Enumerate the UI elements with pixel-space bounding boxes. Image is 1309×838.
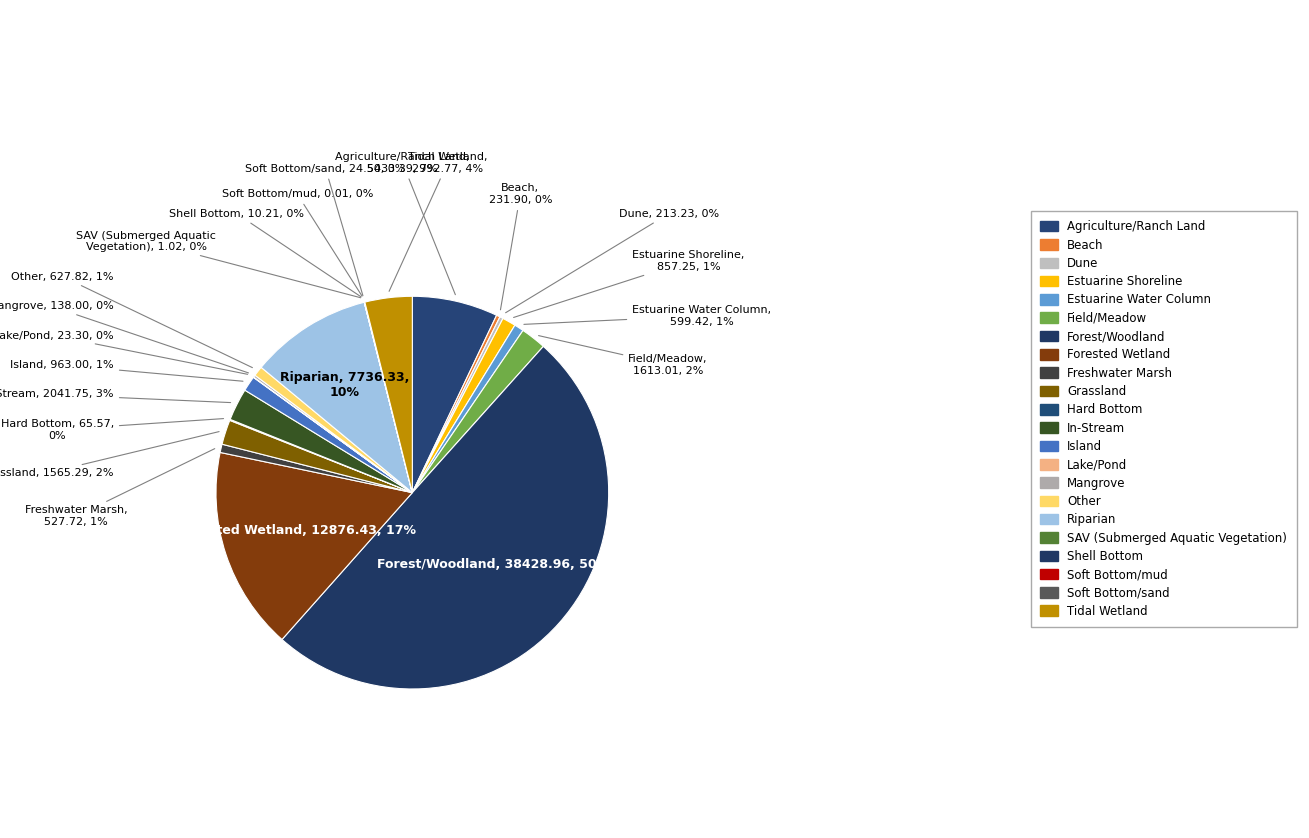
Text: Field/Meadow,
1613.01, 2%: Field/Meadow, 1613.01, 2%: [538, 335, 708, 375]
Text: Mangrove, 138.00, 0%: Mangrove, 138.00, 0%: [0, 301, 249, 373]
Wedge shape: [281, 346, 609, 689]
Text: Freshwater Marsh,
527.72, 1%: Freshwater Marsh, 527.72, 1%: [25, 448, 215, 527]
Text: Estuarine Water Column,
599.42, 1%: Estuarine Water Column, 599.42, 1%: [524, 305, 771, 327]
Text: Estuarine Shoreline,
857.25, 1%: Estuarine Shoreline, 857.25, 1%: [513, 250, 745, 318]
Text: Beach,
231.90, 0%: Beach, 231.90, 0%: [488, 184, 552, 310]
Wedge shape: [230, 419, 412, 493]
Text: Other, 627.82, 1%: Other, 627.82, 1%: [12, 272, 253, 368]
Text: Shell Bottom, 10.21, 0%: Shell Bottom, 10.21, 0%: [169, 209, 361, 297]
Wedge shape: [412, 315, 500, 493]
Wedge shape: [412, 297, 496, 493]
Wedge shape: [216, 453, 412, 639]
Text: Riparian, 7736.33,
10%: Riparian, 7736.33, 10%: [280, 370, 408, 399]
Wedge shape: [254, 375, 412, 493]
Wedge shape: [223, 421, 412, 493]
Text: Soft Bottom/mud, 0.01, 0%: Soft Bottom/mud, 0.01, 0%: [221, 189, 373, 296]
Wedge shape: [364, 303, 412, 493]
Wedge shape: [230, 391, 412, 493]
Wedge shape: [412, 330, 543, 493]
Text: Agriculture/Ranch Land,
5433.39, 7%: Agriculture/Ranch Land, 5433.39, 7%: [335, 152, 470, 295]
Wedge shape: [262, 303, 412, 493]
Wedge shape: [412, 317, 503, 493]
Text: Dune, 213.23, 0%: Dune, 213.23, 0%: [505, 209, 719, 313]
Text: SAV (Submerged Aquatic
Vegetation), 1.02, 0%: SAV (Submerged Aquatic Vegetation), 1.02…: [76, 230, 361, 297]
Wedge shape: [364, 303, 412, 493]
Wedge shape: [412, 325, 524, 493]
Text: Forested Wetland, 12876.43, 17%: Forested Wetland, 12876.43, 17%: [178, 525, 416, 537]
Text: Island, 963.00, 1%: Island, 963.00, 1%: [10, 360, 243, 381]
Text: Soft Bottom/sand, 24.50, 0%: Soft Bottom/sand, 24.50, 0%: [246, 163, 406, 296]
Text: Forest/Woodland, 38428.96, 50%: Forest/Woodland, 38428.96, 50%: [377, 558, 609, 571]
Text: Tidal Wetland,
2992.77, 4%: Tidal Wetland, 2992.77, 4%: [389, 152, 487, 292]
Wedge shape: [254, 377, 412, 493]
Wedge shape: [220, 444, 412, 493]
Wedge shape: [255, 367, 412, 493]
Wedge shape: [245, 377, 412, 493]
Text: Hard Bottom, 65.57,
0%: Hard Bottom, 65.57, 0%: [0, 419, 224, 441]
Wedge shape: [365, 297, 412, 493]
Wedge shape: [364, 303, 412, 493]
Text: Lake/Pond, 23.30, 0%: Lake/Pond, 23.30, 0%: [0, 330, 247, 375]
Wedge shape: [412, 318, 514, 493]
Legend: Agriculture/Ranch Land, Beach, Dune, Estuarine Shoreline, Estuarine Water Column: Agriculture/Ranch Land, Beach, Dune, Est…: [1030, 211, 1296, 627]
Wedge shape: [364, 303, 412, 493]
Text: In-Stream, 2041.75, 3%: In-Stream, 2041.75, 3%: [0, 390, 230, 402]
Text: Grassland, 1565.29, 2%: Grassland, 1565.29, 2%: [0, 432, 219, 478]
